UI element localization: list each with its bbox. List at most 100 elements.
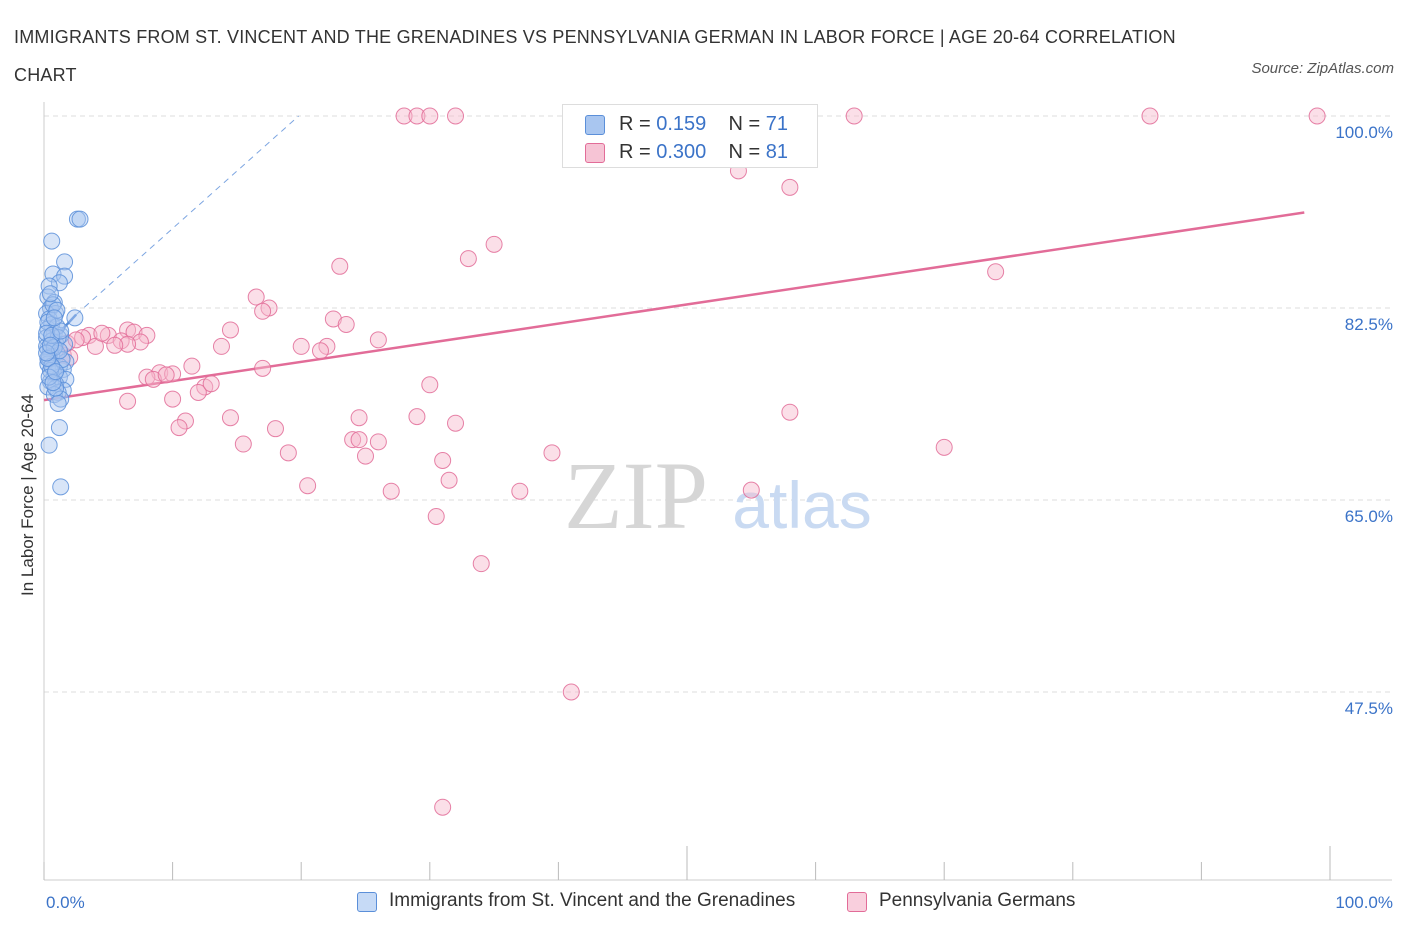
data-point-pennsylvania-germans [511, 482, 529, 500]
data-point-pennsylvania-germans [1308, 107, 1326, 125]
data-point-pennsylvania-germans [447, 414, 465, 432]
data-point-pennsylvania-germans [357, 447, 374, 465]
data-point-pennsylvania-germans [447, 107, 465, 125]
data-point-pennsylvania-germans [299, 477, 317, 495]
data-point-pennsylvania-germans [421, 376, 439, 394]
data-points [38, 107, 1326, 816]
data-point-pennsylvania-germans [562, 683, 580, 701]
trend-line-pennsylvania-germans [43, 211, 1305, 402]
data-point-pennsylvania-germans [331, 257, 349, 275]
data-point-pennsylvania-germans [781, 403, 799, 421]
data-point-pennsylvania-germans [254, 359, 272, 377]
data-point-pennsylvania-germans [99, 326, 117, 344]
legend-n-label: N = [728, 141, 766, 163]
tick-labels: 47.5% 65.0% 82.5% 100.0% 0.0% 100.0% [46, 123, 1393, 912]
data-point-pennsylvania-germans [421, 107, 439, 125]
data-point-pennsylvania-germans [266, 420, 284, 438]
x-tick-label: 100.0% [1335, 893, 1393, 912]
data-point-pennsylvania-germans [164, 365, 182, 383]
bottom-legend-label-pink: Pennsylvania Germans [879, 890, 1076, 911]
legend-swatch-pink [585, 143, 605, 163]
data-point-immigrants [50, 419, 68, 437]
data-point-pennsylvania-germans [382, 482, 400, 500]
data-point-immigrants [47, 363, 65, 381]
watermark-zip: ZIP [564, 442, 708, 549]
data-point-pennsylvania-germans [434, 798, 452, 816]
data-point-pennsylvania-germans [350, 409, 368, 427]
data-point-pennsylvania-germans [344, 431, 362, 449]
bottom-legend-swatch-pink [847, 892, 867, 912]
x-tick-label: 0.0% [46, 893, 85, 912]
data-point-pennsylvania-germans [221, 409, 239, 427]
legend-r-value: 0.159 [656, 113, 707, 135]
data-point-pennsylvania-germans [234, 435, 252, 453]
data-point-pennsylvania-germans [80, 326, 98, 344]
data-point-pennsylvania-germans [935, 438, 953, 456]
data-point-immigrants [39, 349, 57, 367]
data-point-pennsylvania-germans [247, 288, 265, 306]
data-point-pennsylvania-germans [408, 408, 426, 426]
data-point-pennsylvania-germans [337, 315, 355, 333]
source-label: Source: ZipAtlas.com [1251, 60, 1394, 77]
data-point-pennsylvania-germans [119, 392, 137, 410]
data-point-pennsylvania-germans [440, 471, 458, 489]
data-point-immigrants [41, 285, 59, 303]
data-point-immigrants [44, 374, 62, 392]
legend-n-value: 81 [765, 141, 789, 163]
data-point-pennsylvania-germans [1141, 107, 1159, 125]
data-point-pennsylvania-germans [93, 324, 111, 342]
data-point-pennsylvania-germans [742, 481, 760, 499]
data-point-immigrants [52, 478, 70, 496]
data-point-pennsylvania-germans [138, 368, 156, 386]
y-axis-label: In Labor Force | Age 20-64 [18, 394, 37, 596]
trend-line-immigrants-extended [75, 115, 299, 315]
data-point-pennsylvania-germans [350, 431, 368, 449]
data-point-pennsylvania-germans [845, 107, 863, 125]
bottom-legend-swatch-blue [357, 892, 377, 912]
data-point-immigrants [50, 274, 68, 292]
legend-swatch-blue [585, 115, 605, 135]
y-tick-label: 100.0% [1335, 123, 1393, 142]
data-point-immigrants [38, 344, 56, 362]
data-point-pennsylvania-germans [170, 419, 188, 437]
grid-lines [44, 115, 1392, 693]
data-point-pennsylvania-germans [472, 555, 490, 573]
chart-title: IMMIGRANTS FROM ST. VINCENT AND THE GREN… [14, 27, 1176, 85]
data-point-pennsylvania-germans [74, 329, 92, 347]
data-point-pennsylvania-germans [395, 107, 413, 125]
legend-r-label: R = [619, 113, 657, 135]
data-point-immigrants [45, 309, 63, 327]
data-point-pennsylvania-germans [369, 331, 387, 349]
data-point-immigrants [43, 232, 61, 250]
data-point-immigrants [66, 309, 84, 327]
data-point-pennsylvania-germans [106, 336, 124, 354]
data-point-pennsylvania-germans [459, 250, 477, 268]
data-point-pennsylvania-germans [176, 412, 194, 430]
data-point-pennsylvania-germans [138, 326, 156, 344]
data-point-pennsylvania-germans [202, 375, 220, 393]
data-point-pennsylvania-germans [324, 310, 342, 328]
data-point-pennsylvania-germans [434, 452, 452, 470]
legend-n-value: 71 [765, 113, 789, 135]
y-tick-label: 82.5% [1345, 315, 1393, 334]
data-point-pennsylvania-germans [427, 507, 445, 525]
correlation-legend: R = 0.159 N = 71 R = 0.300 N = 81 [562, 104, 818, 168]
data-point-pennsylvania-germans [369, 433, 387, 451]
data-point-immigrants [71, 210, 89, 228]
data-point-pennsylvania-germans [157, 366, 175, 384]
data-point-pennsylvania-germans [408, 107, 426, 125]
legend-r-value: 0.300 [656, 141, 707, 163]
data-point-immigrants [49, 394, 67, 412]
data-point-immigrants [56, 253, 74, 271]
legend-r-label: R = [619, 141, 657, 163]
data-point-pennsylvania-germans [151, 364, 169, 382]
data-point-pennsylvania-germans [189, 383, 207, 401]
data-point-immigrants [52, 390, 70, 408]
data-point-pennsylvania-germans [183, 357, 201, 375]
y-tick-label: 65.0% [1345, 507, 1393, 526]
data-point-pennsylvania-germans [221, 321, 239, 339]
data-point-pennsylvania-germans [987, 263, 1005, 281]
y-tick-label: 47.5% [1345, 699, 1393, 718]
data-point-pennsylvania-germans [164, 390, 182, 408]
